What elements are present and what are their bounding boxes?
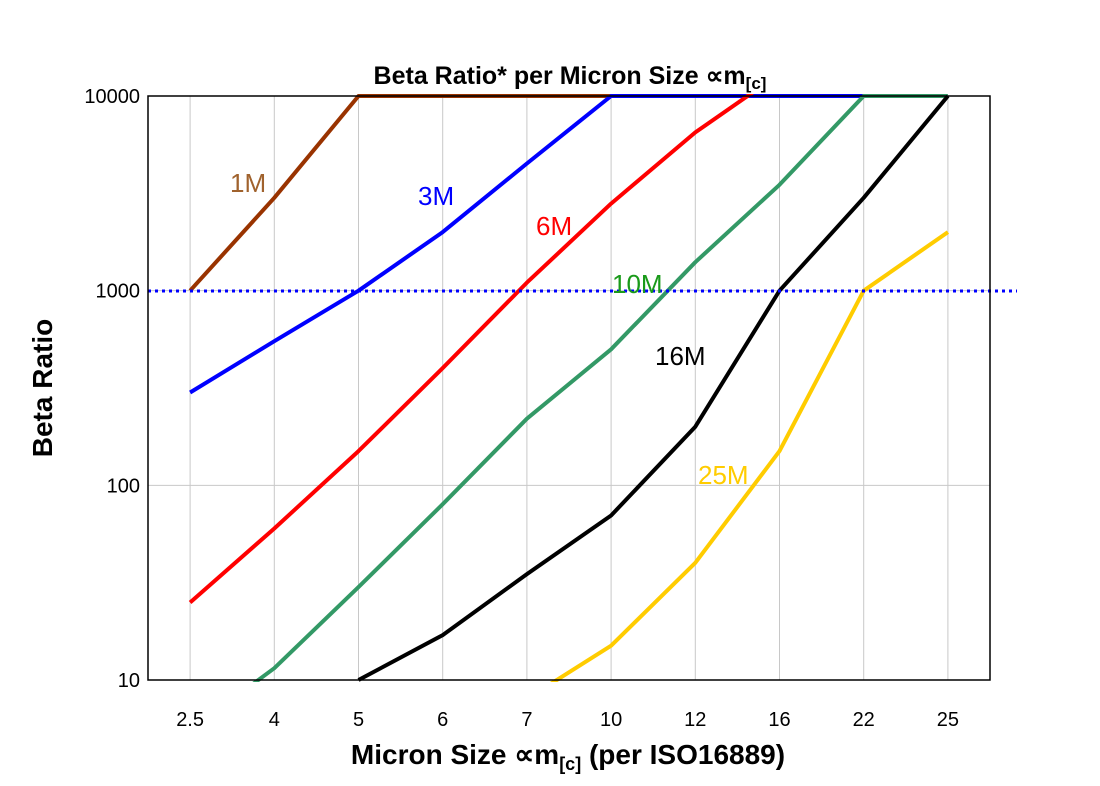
series-line-6M xyxy=(188,94,754,605)
x-tick-label: 2.5 xyxy=(176,709,204,731)
x-tick-label: 5 xyxy=(353,709,364,731)
y-tick-labels: 10 100 1000 10000 xyxy=(84,86,140,692)
grid xyxy=(148,95,990,681)
series-line-16M xyxy=(357,94,950,682)
chart-title: Beta Ratio* per Micron Size ∝m[c] xyxy=(374,62,767,93)
series-label-3M: 3M xyxy=(418,181,454,211)
series-group xyxy=(188,94,950,682)
x-tick-label: 25 xyxy=(937,709,959,731)
x-tick-label: 22 xyxy=(853,709,875,731)
y-tick-label: 100 xyxy=(107,475,140,497)
y-tick-label: 10 xyxy=(118,670,140,692)
plot-border xyxy=(147,95,991,681)
y-axis-title: Beta Ratio xyxy=(27,319,58,457)
x-tick-label: 16 xyxy=(768,709,790,731)
series-line-10M xyxy=(252,94,948,682)
x-tick-label: 7 xyxy=(521,709,532,731)
y-tick-label: 10000 xyxy=(84,86,140,108)
y-tick-label: 1000 xyxy=(96,281,141,303)
series-line-25M xyxy=(549,230,950,682)
series-label-16M: 16M xyxy=(655,341,706,371)
series-label-6M: 6M xyxy=(536,211,572,241)
x-tick-label: 12 xyxy=(684,709,706,731)
x-tick-label: 4 xyxy=(269,709,280,731)
x-axis-title: Micron Size ∝m[c] (per ISO16889) xyxy=(351,739,785,774)
series-label-25M: 25M xyxy=(698,460,749,490)
x-tick-label: 6 xyxy=(437,709,448,731)
series-label-1M: 1M xyxy=(230,168,266,198)
x-tick-label: 10 xyxy=(600,709,622,731)
x-tick-labels: 2.5 4 5 6 7 10 12 16 22 25 xyxy=(176,709,959,731)
series-label-10M: 10M xyxy=(612,269,663,299)
series-labels: 1M 3M 6M 10M 16M 25M xyxy=(230,168,749,490)
